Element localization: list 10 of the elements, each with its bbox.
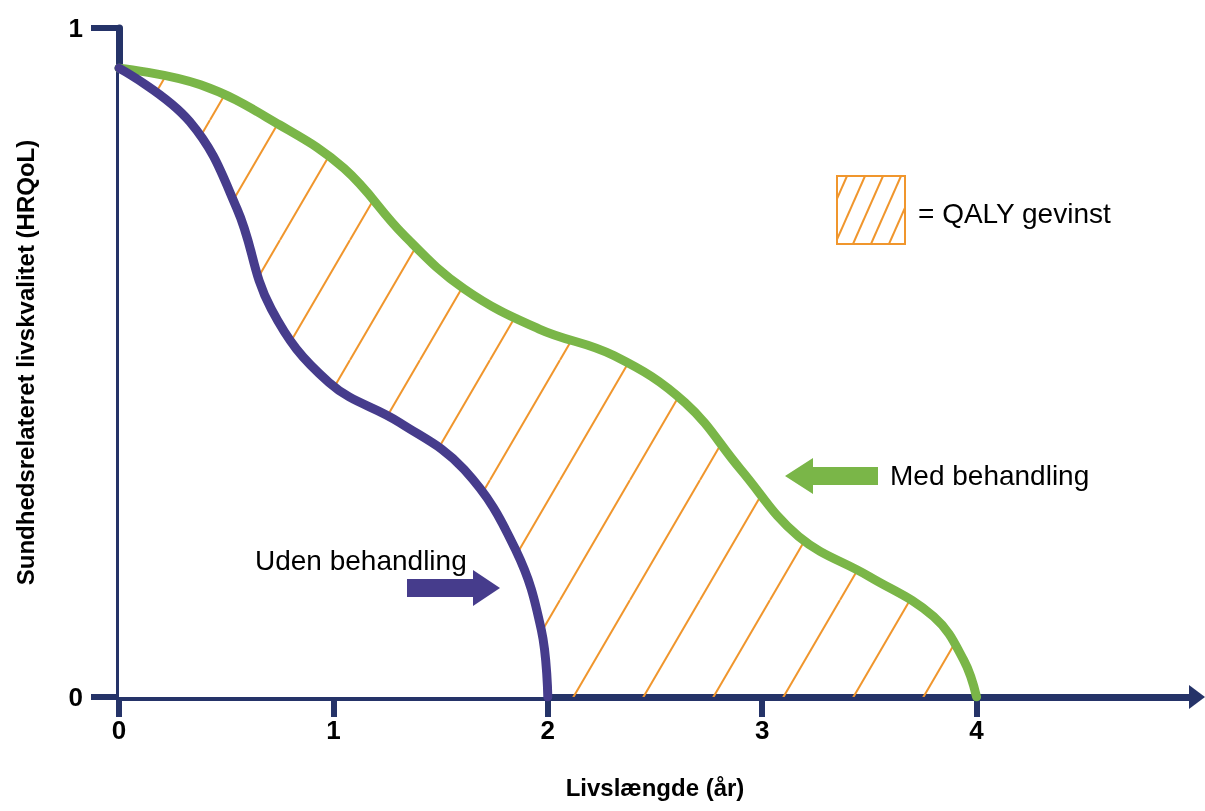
x-tick-label: 0 xyxy=(111,715,127,745)
x-tick-label: 4 xyxy=(969,715,985,745)
x-tick-label: 2 xyxy=(540,715,556,745)
x-tick-label: 3 xyxy=(754,715,770,745)
x-axis-title: Livslængde (år) xyxy=(565,773,745,801)
y-axis-title: Sundhedsrelateret livskvalitet (HRQoL) xyxy=(11,139,39,586)
x-tick-label: 1 xyxy=(326,715,341,745)
legend-label: Med behandling xyxy=(890,460,1090,492)
series-label: Uden behandling xyxy=(255,545,467,577)
annotation: = QALY gevinst xyxy=(918,198,1111,230)
